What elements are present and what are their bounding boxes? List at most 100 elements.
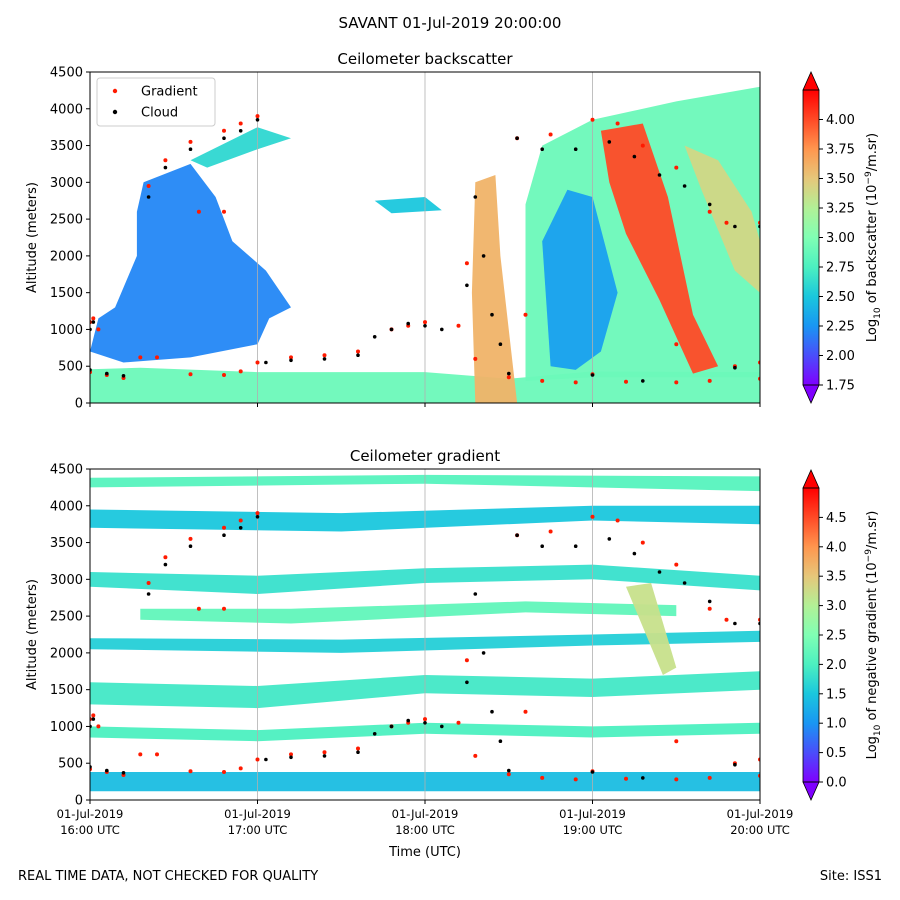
cloud-point <box>121 771 126 775</box>
cloud-point <box>641 379 645 383</box>
cloud-point <box>222 136 226 140</box>
cloud-point <box>238 526 243 530</box>
legend-box <box>96 77 216 127</box>
y-tick-label: 1500 <box>50 286 83 301</box>
colorbar-tick-label: 4.00 <box>826 113 855 128</box>
gradient-point <box>146 581 151 585</box>
colorbar-fill <box>803 488 819 782</box>
gradient-point <box>163 555 168 560</box>
heat-region-9 <box>626 583 677 675</box>
gradient-point <box>674 165 679 170</box>
heat-region-7 <box>471 175 518 403</box>
gradient-point <box>674 380 679 385</box>
y-tick-label: 4500 <box>50 66 83 81</box>
gradient-point <box>506 375 511 380</box>
cloud-point <box>322 357 327 361</box>
colorbar-tick-label: 3.5 <box>826 570 847 585</box>
gradient-point <box>222 373 226 377</box>
y-tick-label: 1500 <box>50 683 83 698</box>
gradient-point <box>674 739 679 744</box>
cloud-point <box>707 202 712 207</box>
gradient-point <box>548 529 553 534</box>
gradient-point <box>196 606 201 611</box>
gradient-point <box>322 353 327 358</box>
gradient-point <box>238 369 243 374</box>
cloud-point <box>682 581 687 585</box>
gradient-point <box>222 770 226 774</box>
y-tick-label: 2500 <box>50 213 83 228</box>
y-tick-label: 500 <box>58 757 83 772</box>
gradient-point <box>222 209 226 214</box>
cloud-point <box>91 320 96 324</box>
gradient-point <box>91 713 96 718</box>
gradient-point <box>456 720 461 725</box>
cloud-point <box>481 254 486 258</box>
colorbar: 1.75 2.00 2.25 2.50 2.75 3.00 3.25 3.50 3.75 4.00… <box>802 71 883 404</box>
heat-region-6 <box>542 189 618 370</box>
colorbar-label: Log10 of backscatter (10−9/m.sr) <box>864 133 883 342</box>
heat-region-8 <box>600 123 719 374</box>
colorbar-tick-label: 3.50 <box>826 172 855 187</box>
cloud-point <box>406 321 411 326</box>
cloud-point <box>632 551 637 556</box>
legend: Gradient Cloud <box>96 77 216 127</box>
cloud-point <box>590 770 595 774</box>
cloud-point <box>657 173 662 177</box>
gradient-point <box>707 378 712 383</box>
colorbar-label: Log10 of negative gradient (10−9/m.sr) <box>864 511 883 760</box>
cloud-point <box>188 147 193 151</box>
cloud-point <box>389 724 394 729</box>
y-tick-label: 4500 <box>50 463 83 478</box>
colorbar-tick-label: 2.0 <box>826 658 847 673</box>
gradient-point <box>573 777 578 782</box>
cloud-point <box>490 709 494 714</box>
gradient-point <box>724 617 729 622</box>
cloud-point <box>356 353 360 358</box>
cloud-point <box>238 129 243 133</box>
heat-region-2 <box>90 163 291 363</box>
gradient-point <box>255 360 260 365</box>
x-tick-label-date: 01-Jul-2019 <box>57 807 124 821</box>
gradient-point <box>196 209 201 214</box>
gradient-point <box>707 775 712 780</box>
y-tick-label: 3500 <box>50 536 83 551</box>
y-tick-label: 500 <box>58 360 83 375</box>
cloud-point <box>498 739 503 743</box>
cloud-point <box>146 195 151 199</box>
cloud-point <box>389 327 394 332</box>
panel-title: Ceilometer backscatter <box>337 50 513 68</box>
gradient-point <box>188 372 193 377</box>
cloud-point <box>255 118 260 122</box>
gradient-point <box>423 320 427 325</box>
colorbar-extend-min <box>802 781 820 801</box>
gradient-point <box>138 752 143 757</box>
cloud-point <box>91 717 96 721</box>
gradient-point <box>506 772 511 777</box>
colorbar-tick-label: 0.0 <box>826 776 847 791</box>
colorbar-tick-label: 2.00 <box>826 349 855 364</box>
gradient-point <box>464 658 469 663</box>
gradient-point <box>456 323 461 328</box>
legend-label-cloud: Cloud <box>141 106 178 121</box>
gradient-point <box>473 356 478 361</box>
gradient-point <box>255 511 260 516</box>
colorbar-tick-label: 4.0 <box>826 540 847 555</box>
cloud-point <box>733 365 737 370</box>
colorbar-tick-label: 3.25 <box>826 202 855 217</box>
cloud-point <box>515 533 519 537</box>
cloud-point <box>255 515 260 519</box>
cloud-point <box>465 680 469 685</box>
gradient-point <box>548 132 553 137</box>
cloud-point <box>423 324 427 328</box>
colorbar-tick-label: 3.0 <box>826 599 847 614</box>
colorbar-tick-label: 3.75 <box>826 143 855 158</box>
cloud-point <box>733 621 737 626</box>
cloud-point <box>406 718 411 723</box>
legend-label-gradient: Gradient <box>141 85 198 100</box>
y-tick-label: 2000 <box>50 249 83 264</box>
colorbar-tick-label: 3.00 <box>826 231 855 246</box>
cloud-point <box>105 371 109 376</box>
y-axis-label: Altitude (meters) <box>25 579 40 690</box>
cloud-point <box>490 312 494 317</box>
cloud-point <box>222 533 226 537</box>
